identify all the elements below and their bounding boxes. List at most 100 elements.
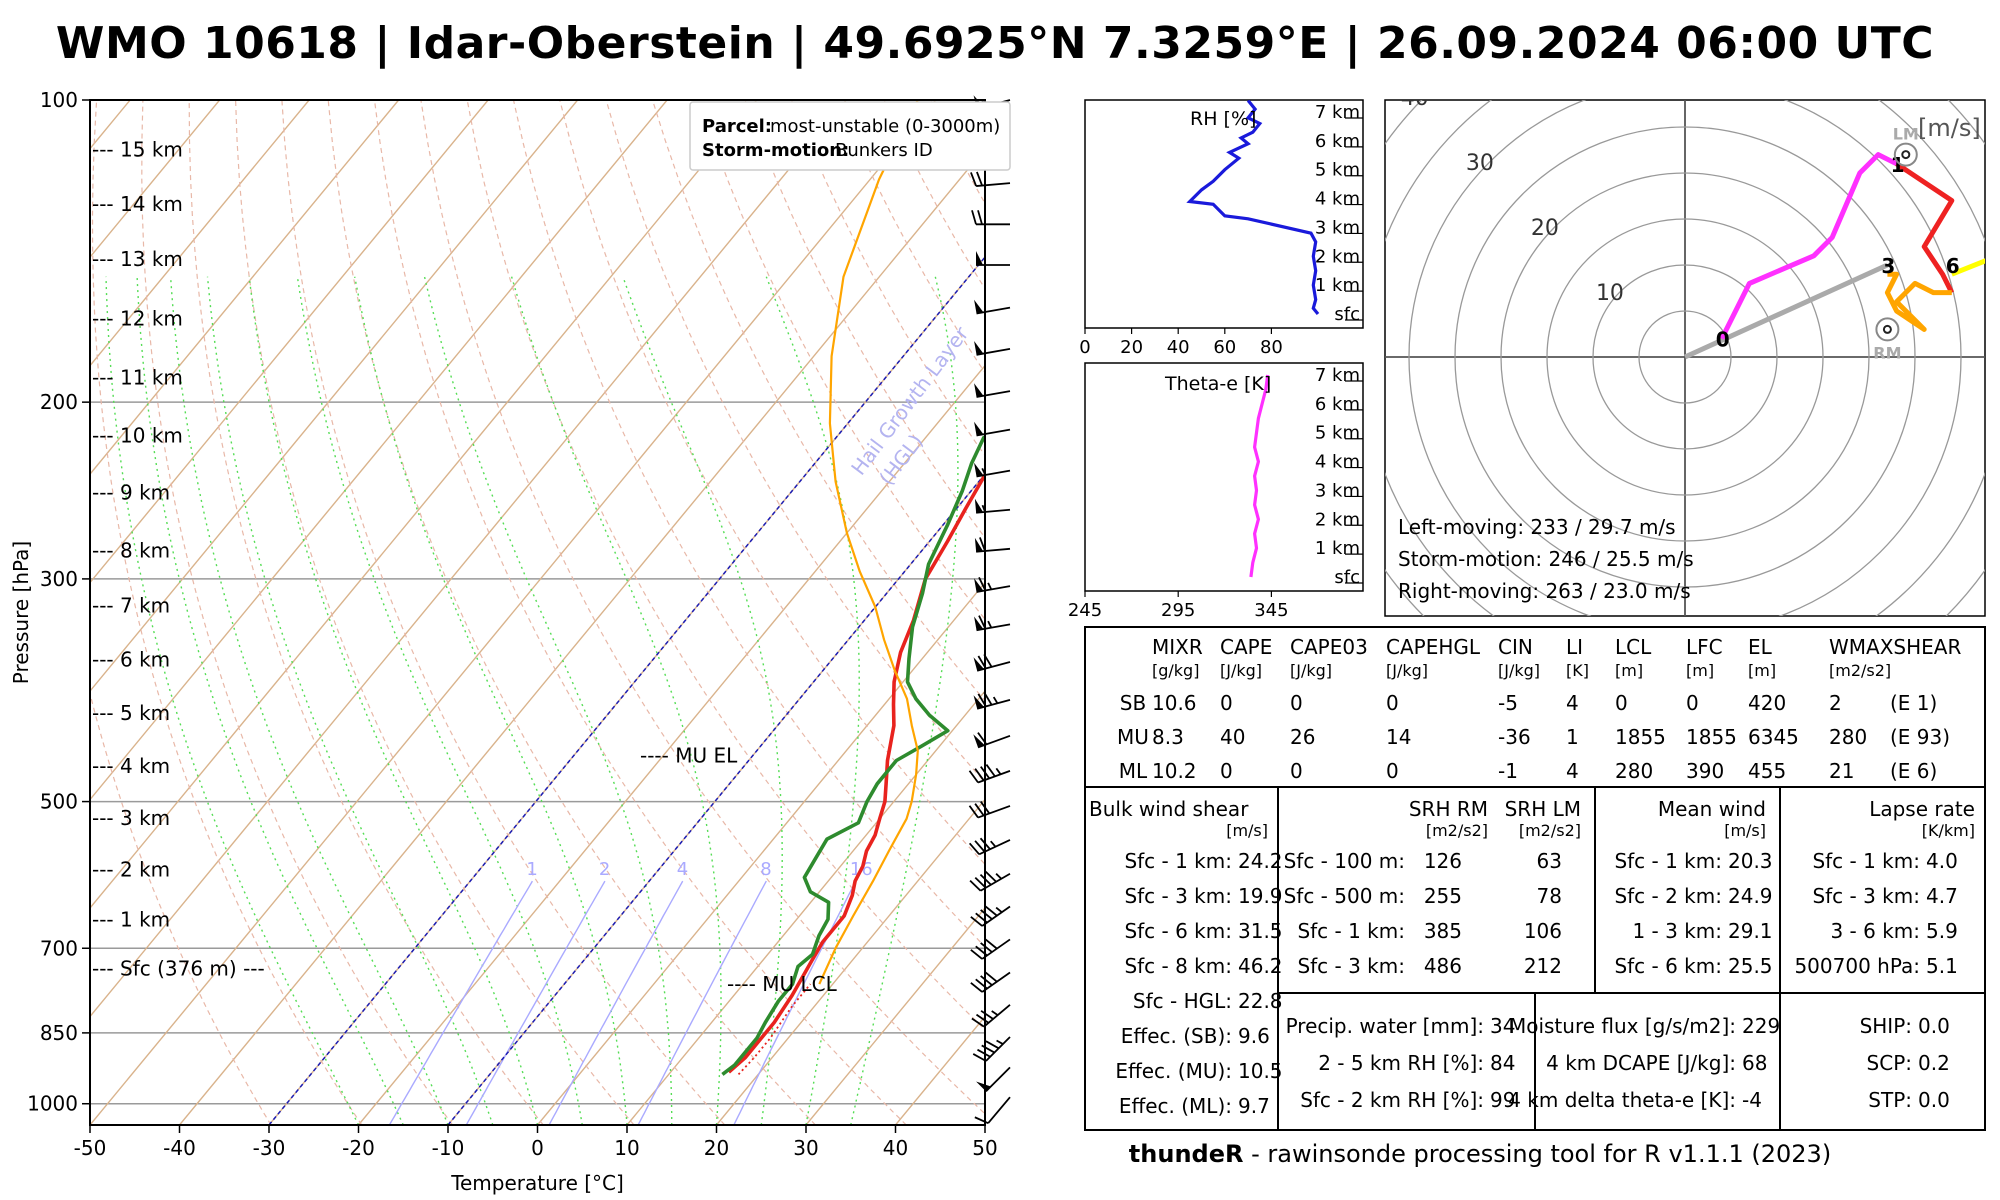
theta-e-title: Theta-e [K] [1164, 373, 1271, 395]
wind-barb [970, 171, 1011, 187]
bulk-shear-value: 19.9 [1238, 884, 1283, 908]
height-label: 4 km [1315, 189, 1360, 210]
isotherm-line [805, 906, 985, 1125]
srh-rm-value: 486 [1424, 954, 1462, 978]
composite-label: SCP: [1867, 1051, 1912, 1075]
height-label: --- 2 km [92, 857, 170, 881]
x-tick-label: 40 [883, 1136, 908, 1160]
height-label: 2 km [1315, 246, 1360, 267]
parcel-label: Parcel: [702, 116, 772, 137]
srh-rm-unit: [m2/s2] [1426, 821, 1488, 840]
barb-flag [974, 383, 984, 398]
barb-half [995, 906, 1003, 913]
moist-adiabat [510, 276, 722, 1125]
wind-barb [974, 498, 1011, 514]
barb-full [980, 942, 993, 953]
indices-value: 6345 [1748, 725, 1799, 749]
dry-adiabat [327, 100, 816, 1125]
height-label: 6 km [1315, 394, 1360, 415]
barb-flag [976, 250, 983, 265]
barb-full [978, 576, 987, 591]
barb-full [985, 764, 996, 777]
indices-value: 0 [1290, 691, 1303, 715]
wind-barb [968, 801, 1011, 819]
indices-value: -36 [1498, 725, 1531, 749]
dry-adiabat [420, 100, 985, 1115]
isotherm-line [90, 100, 489, 584]
srh-lm-header: SRH LM [1505, 797, 1581, 821]
x-tick-label: 80 [1260, 337, 1283, 358]
barb-flag [974, 421, 984, 436]
height-label: --- 5 km [92, 701, 170, 725]
lapse-rate-label: 500700 hPa: [1794, 954, 1920, 978]
flux-value: 229 [1742, 1014, 1780, 1038]
barb-shaft [976, 547, 1011, 553]
indices-header: MIXR [1152, 635, 1203, 659]
page-title: WMO 10618 | Idar-Oberstein | 49.6925°N 7… [55, 18, 1935, 69]
mean-wind-value: 24.9 [1728, 884, 1773, 908]
dry-adiabat [559, 100, 985, 866]
y-axis-label: Pressure [hPa] [9, 541, 33, 684]
height-label: sfc [1334, 304, 1360, 325]
height-label: --- 3 km [92, 806, 170, 830]
indices-unit: [J/kg] [1498, 661, 1540, 680]
srh-rm-header: SRH RM [1409, 797, 1488, 821]
barb-flag [974, 537, 984, 552]
barb-shaft [976, 306, 1011, 315]
x-axis-label: Temperature [°C] [450, 1171, 624, 1195]
height-label: --- 15 km [92, 137, 183, 161]
indices-header: CIN [1498, 635, 1533, 659]
indices-extra: (E 93) [1890, 725, 1950, 749]
storm-motion-value: Bunkers ID [835, 140, 933, 161]
dry-adiabat [188, 100, 544, 1125]
hgl-line [268, 255, 985, 1125]
hodograph-units: [m/s] [1918, 114, 1981, 142]
barb-shaft [976, 469, 1011, 478]
hodo-marker: 6 [1946, 254, 1960, 278]
isotherm-line [90, 100, 668, 801]
barb-half [996, 1039, 1004, 1045]
height-label: 1 km [1315, 275, 1360, 296]
barb-full [970, 949, 983, 960]
wind-barb [974, 462, 1011, 478]
wind-barb [976, 250, 1010, 266]
x-tick-label: 245 [1068, 600, 1102, 621]
barb-flag [976, 1081, 991, 1092]
barb-full [972, 1053, 987, 1062]
isotherm-line [178, 147, 985, 1125]
wind-barb [970, 905, 1011, 927]
height-label: --- 6 km [92, 648, 170, 672]
isotherm-line [90, 100, 847, 1018]
lapse-rate-value: 4.7 [1926, 884, 1958, 908]
bulk-shear-value: 46.2 [1238, 954, 1283, 978]
dry-adiabat [373, 100, 907, 1125]
height-label: --- 14 km [92, 192, 183, 216]
indices-header: CAPEHGL [1386, 635, 1481, 659]
lapse-rate-unit: [K/km] [1922, 821, 1975, 840]
srh-label: Sfc - 1 km: [1297, 919, 1405, 943]
wind-barb [969, 870, 1011, 892]
theta-e-panel: Theta-e [K] sfc 1 km 2 km 3 km 4 km 5 km 6 km 7… [1068, 362, 1364, 621]
indices-header: CAPE [1220, 635, 1272, 659]
moist-adiabat [354, 276, 628, 1125]
indices-header: EL [1748, 635, 1773, 659]
barb-full [985, 971, 998, 983]
indices-row-name: SB [1120, 691, 1146, 715]
barb-shaft [987, 1096, 1011, 1124]
lapse-rate-label: 3 - 6 km: [1830, 919, 1920, 943]
barb-full [975, 912, 988, 924]
isotherm-line [90, 100, 758, 910]
flux-label: 4 km DCAPE [J/kg]: [1546, 1051, 1736, 1075]
x-tick-label: 20 [1120, 337, 1143, 358]
bulk-shear-label: Effec. (ML): [1119, 1094, 1232, 1118]
indices-value: 0 [1615, 691, 1628, 715]
footer-text: - rawinsonde processing tool for R v1.1.… [1243, 1140, 1832, 1168]
dry-adiabat [141, 100, 453, 1125]
storm-motion-marker [1893, 142, 1918, 167]
indices-row-name: ML [1119, 759, 1148, 783]
hodo-marker: 0 [1716, 328, 1730, 352]
barb-full [970, 982, 983, 993]
barb-flag [973, 657, 984, 671]
barb-half [987, 620, 993, 629]
indices-value: 1855 [1686, 725, 1737, 749]
